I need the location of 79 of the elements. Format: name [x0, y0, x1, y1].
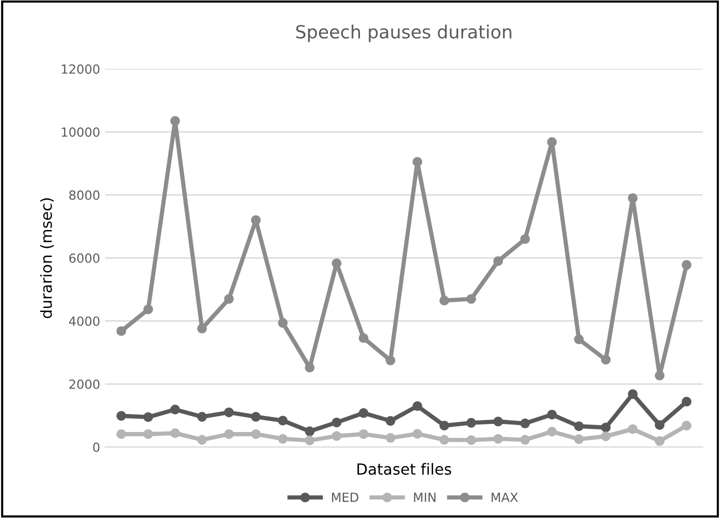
point — [116, 410, 126, 421]
point — [654, 420, 665, 430]
point — [251, 412, 261, 422]
point — [143, 304, 154, 314]
point — [170, 428, 180, 438]
y-tick-label: 4000 — [69, 316, 100, 326]
point — [547, 410, 557, 420]
point — [574, 334, 584, 344]
point — [170, 404, 180, 414]
point — [197, 412, 207, 422]
point — [197, 434, 207, 445]
point — [386, 433, 396, 443]
point — [358, 429, 368, 439]
point — [332, 258, 342, 268]
point — [304, 426, 315, 436]
point — [547, 426, 557, 436]
point — [682, 260, 692, 270]
point — [412, 156, 422, 167]
y-tick-label: 6000 — [69, 253, 100, 263]
legend-label: MAX — [492, 492, 518, 502]
point — [170, 116, 180, 126]
point — [224, 429, 234, 439]
legend-label: MED — [332, 492, 358, 502]
point — [386, 416, 396, 426]
y-tick-label: 12000 — [62, 64, 100, 74]
point — [520, 234, 530, 244]
point — [493, 416, 503, 426]
point — [682, 396, 692, 407]
y-tick-label: 10000 — [62, 127, 100, 137]
point — [439, 296, 450, 306]
point — [493, 434, 503, 444]
point — [628, 389, 638, 399]
y-tick-label: 0 — [93, 442, 100, 452]
point — [493, 256, 503, 266]
point — [116, 326, 126, 336]
point — [628, 424, 638, 434]
legend-label: MIN — [414, 492, 436, 502]
point — [386, 356, 396, 366]
point — [439, 420, 450, 430]
point — [466, 435, 476, 445]
y-axis-title: durarion (msec) — [40, 198, 54, 318]
point — [682, 420, 692, 430]
point — [251, 215, 261, 226]
point — [278, 318, 288, 328]
point — [574, 434, 584, 444]
point — [412, 428, 422, 439]
point — [574, 421, 584, 432]
point — [600, 431, 611, 442]
point — [304, 436, 315, 446]
point — [143, 429, 154, 439]
point — [520, 418, 530, 428]
point — [439, 434, 450, 445]
chart-title: Speech pauses duration — [296, 24, 512, 42]
point — [251, 429, 261, 439]
point — [304, 362, 315, 372]
x-axis-title: Dataset files — [357, 463, 452, 475]
point — [466, 294, 476, 304]
point — [628, 193, 638, 203]
point — [412, 401, 422, 411]
point — [547, 137, 557, 147]
point — [116, 429, 126, 439]
point — [466, 418, 476, 428]
point — [143, 412, 154, 422]
point — [654, 436, 665, 446]
point — [332, 418, 342, 428]
point — [600, 354, 611, 365]
point — [358, 408, 368, 418]
point — [654, 370, 665, 380]
point — [600, 422, 611, 432]
point — [224, 294, 234, 304]
point — [520, 434, 530, 445]
point — [278, 416, 288, 426]
point — [224, 408, 234, 418]
point — [197, 324, 207, 334]
point — [358, 333, 368, 343]
y-tick-label: 8000 — [69, 190, 100, 200]
point — [278, 434, 288, 444]
point — [332, 431, 342, 441]
y-tick-label: 2000 — [69, 379, 100, 389]
